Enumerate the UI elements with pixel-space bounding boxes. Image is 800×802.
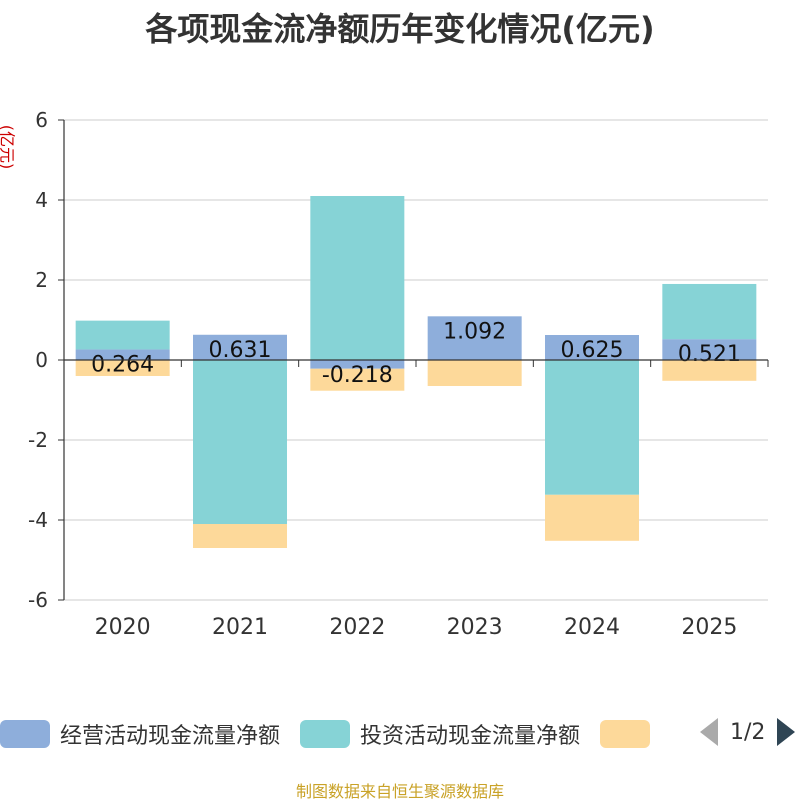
legend-swatch-operating	[0, 720, 50, 748]
y-tick-label: -2	[28, 428, 48, 452]
chart-plot: 6 4 2 0 -2 -4 -6 2020 2021 2022 2023 2024 2025 0.264 0…	[28, 108, 769, 640]
bar-investing	[193, 360, 287, 524]
legend: 经营活动现金流量净额 投资活动现金流量净额 1/2	[0, 712, 800, 756]
y-tick-label: -6	[28, 588, 48, 612]
bar-investing	[310, 196, 405, 360]
legend-pager: 1/2	[700, 718, 796, 746]
legend-item-financing[interactable]	[600, 720, 660, 748]
data-source-footer: 制图数据来自恒生聚源数据库	[295, 782, 504, 801]
data-label: 0.521	[678, 342, 741, 367]
bar-financing	[310, 368, 405, 391]
bar-operating	[193, 334, 287, 360]
data-label: -0.218	[322, 363, 393, 388]
data-label: 0.264	[91, 352, 154, 377]
y-tick-label: 4	[35, 188, 48, 212]
x-tick-label: 2020	[95, 615, 151, 640]
legend-swatch-financing	[600, 720, 651, 748]
x-tick-label: 2021	[212, 615, 268, 640]
y-tick-label: 6	[35, 108, 48, 132]
bar-operating	[545, 335, 639, 360]
bar-financing	[662, 360, 757, 381]
data-label: 0.631	[209, 338, 272, 363]
bar-investing	[545, 360, 639, 495]
legend-next-page-icon[interactable]	[777, 718, 796, 746]
data-label: 0.625	[561, 338, 624, 363]
bar-operating	[310, 360, 405, 369]
bar-financing	[427, 360, 522, 386]
x-tick-label: 2022	[329, 615, 385, 640]
legend-prev-page-icon[interactable]	[700, 718, 718, 746]
legend-swatch-investing	[300, 720, 351, 748]
y-tick-label: -4	[28, 508, 48, 532]
y-tick-label: 2	[35, 268, 48, 292]
legend-label-operating: 经营活动现金流量净额	[60, 724, 281, 749]
y-tick-label: 0	[35, 348, 48, 372]
x-tick-label: 2023	[447, 615, 503, 640]
bar-financing	[545, 494, 639, 541]
legend-item-investing[interactable]: 投资活动现金流量净额	[300, 718, 580, 750]
bar-financing	[193, 524, 287, 548]
bar-operating	[75, 349, 170, 360]
x-tick-label: 2024	[564, 615, 620, 640]
chart-title: 各项现金流净额历年变化情况(亿元)	[145, 10, 655, 48]
bar-investing	[662, 283, 757, 340]
bar-operating	[427, 316, 522, 360]
bar-financing	[75, 360, 170, 376]
data-label: 1.092	[443, 319, 506, 344]
bar-operating	[662, 339, 757, 360]
legend-page-indicator: 1/2	[730, 719, 766, 745]
legend-item-operating[interactable]: 经营活动现金流量净额	[0, 718, 280, 750]
bar-investing	[75, 320, 170, 350]
x-tick-label: 2025	[681, 615, 737, 640]
legend-label-investing: 投资活动现金流量净额	[360, 724, 581, 749]
